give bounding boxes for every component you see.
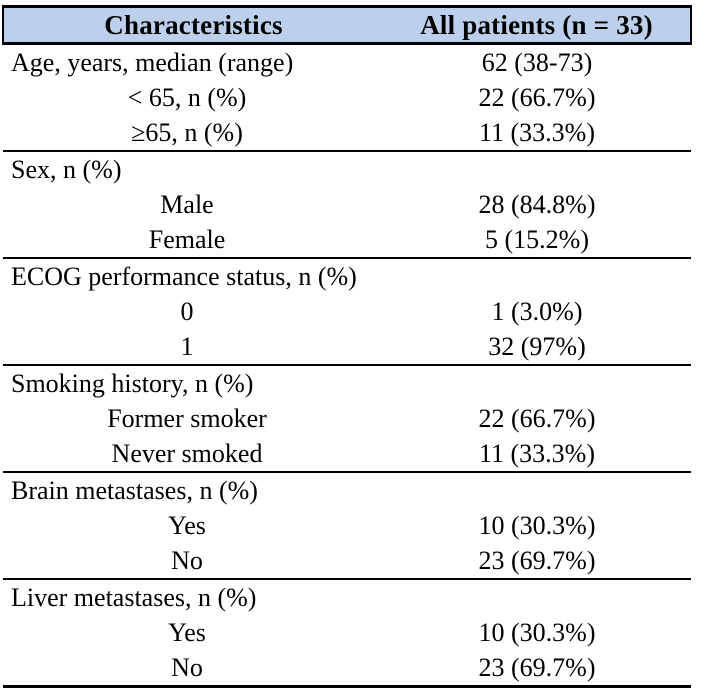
row-value: 32 (97%) — [383, 329, 691, 366]
table-row: Female 5 (15.2%) — [3, 222, 691, 259]
table-row: Male 28 (84.8%) — [3, 187, 691, 222]
row-label-section: ECOG performance status, n (%) — [11, 261, 357, 291]
row-label-subitem: 1 — [3, 329, 383, 366]
header-all-patients: All patients (n = 33) — [383, 5, 692, 45]
table-row: Former smoker 22 (66.7%) — [3, 401, 691, 436]
row-label-subitem: Female — [3, 222, 383, 259]
row-label-section: Sex, n (%) — [11, 154, 122, 184]
row-value: 11 (33.3%) — [383, 436, 691, 473]
table-header-row: Characteristics All patients (n = 33) — [2, 5, 692, 45]
row-label-section: Brain metastases, n (%) — [11, 475, 258, 505]
row-label-subitem: Never smoked — [3, 436, 383, 473]
table-row: Age, years, median (range) 62 (38-73) — [3, 44, 691, 81]
table-row: ≥65, n (%) 11 (33.3%) — [3, 115, 691, 152]
row-label-section: Smoking history, n (%) — [11, 368, 254, 398]
row-value: 10 (30.3%) — [478, 510, 596, 540]
row-label-section: Liver metastases, n (%) — [11, 582, 257, 612]
table-row: Yes 10 (30.3%) — [3, 508, 691, 543]
table-body: Age, years, median (range) 62 (38-73) < 65… — [3, 44, 691, 688]
row-label-subitem: ≥65, n (%) — [3, 115, 383, 152]
table-row: 0 1 (3.0%) — [3, 294, 691, 329]
row-value: 22 (66.7%) — [478, 82, 596, 112]
row-label-subitem: Male — [160, 189, 214, 219]
table-row: Yes 10 (30.3%) — [3, 615, 691, 650]
table-row: Smoking history, n (%) — [3, 365, 691, 401]
row-label-subitem: < 65, n (%) — [127, 82, 247, 112]
row-value — [383, 365, 691, 401]
row-label-subitem: No — [3, 543, 383, 580]
row-value: 23 (69.7%) — [383, 650, 691, 688]
patient-characteristics-table: Characteristics All patients (n = 33) Ag… — [2, 5, 692, 688]
table-row: Brain metastases, n (%) — [3, 472, 691, 508]
row-value: 11 (33.3%) — [383, 115, 691, 152]
table-row: ECOG performance status, n (%) — [3, 258, 691, 294]
row-value: 22 (66.7%) — [478, 403, 596, 433]
row-value — [383, 472, 691, 508]
row-value: 5 (15.2%) — [383, 222, 691, 259]
table-row: Sex, n (%) — [3, 151, 691, 187]
row-label-subitem: Yes — [168, 510, 206, 540]
table-row: < 65, n (%) 22 (66.7%) — [3, 80, 691, 115]
row-label-subitem: Yes — [168, 617, 206, 647]
row-value: 10 (30.3%) — [478, 617, 596, 647]
table-row: 1 32 (97%) — [3, 329, 691, 366]
row-value: 28 (84.8%) — [478, 189, 596, 219]
table-row: Liver metastases, n (%) — [3, 579, 691, 615]
row-label-subitem: No — [3, 650, 383, 688]
row-label-subitem: Former smoker — [107, 403, 267, 433]
table-row: No 23 (69.7%) — [3, 650, 691, 688]
header-characteristics: Characteristics — [2, 5, 383, 45]
row-value — [383, 258, 691, 294]
row-value: 1 (3.0%) — [491, 296, 583, 326]
row-value: 23 (69.7%) — [383, 543, 691, 580]
row-label-subitem: 0 — [180, 296, 194, 326]
table-row: Never smoked 11 (33.3%) — [3, 436, 691, 473]
row-label-section: Age, years, median (range) — [11, 47, 294, 77]
row-value — [383, 151, 691, 187]
row-value — [383, 579, 691, 615]
table-row: No 23 (69.7%) — [3, 543, 691, 580]
row-value: 62 (38-73) — [481, 47, 593, 77]
